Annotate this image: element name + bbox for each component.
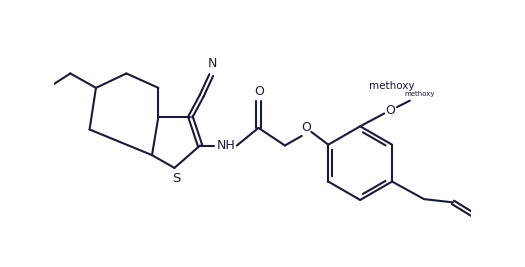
Text: N: N [208, 57, 217, 70]
Text: S: S [172, 172, 180, 185]
Text: methoxy: methoxy [404, 91, 435, 97]
Text: O: O [301, 121, 311, 134]
Text: methoxy: methoxy [369, 81, 414, 91]
Text: NH: NH [216, 139, 235, 152]
Text: O: O [254, 85, 264, 97]
Text: O: O [386, 104, 395, 117]
